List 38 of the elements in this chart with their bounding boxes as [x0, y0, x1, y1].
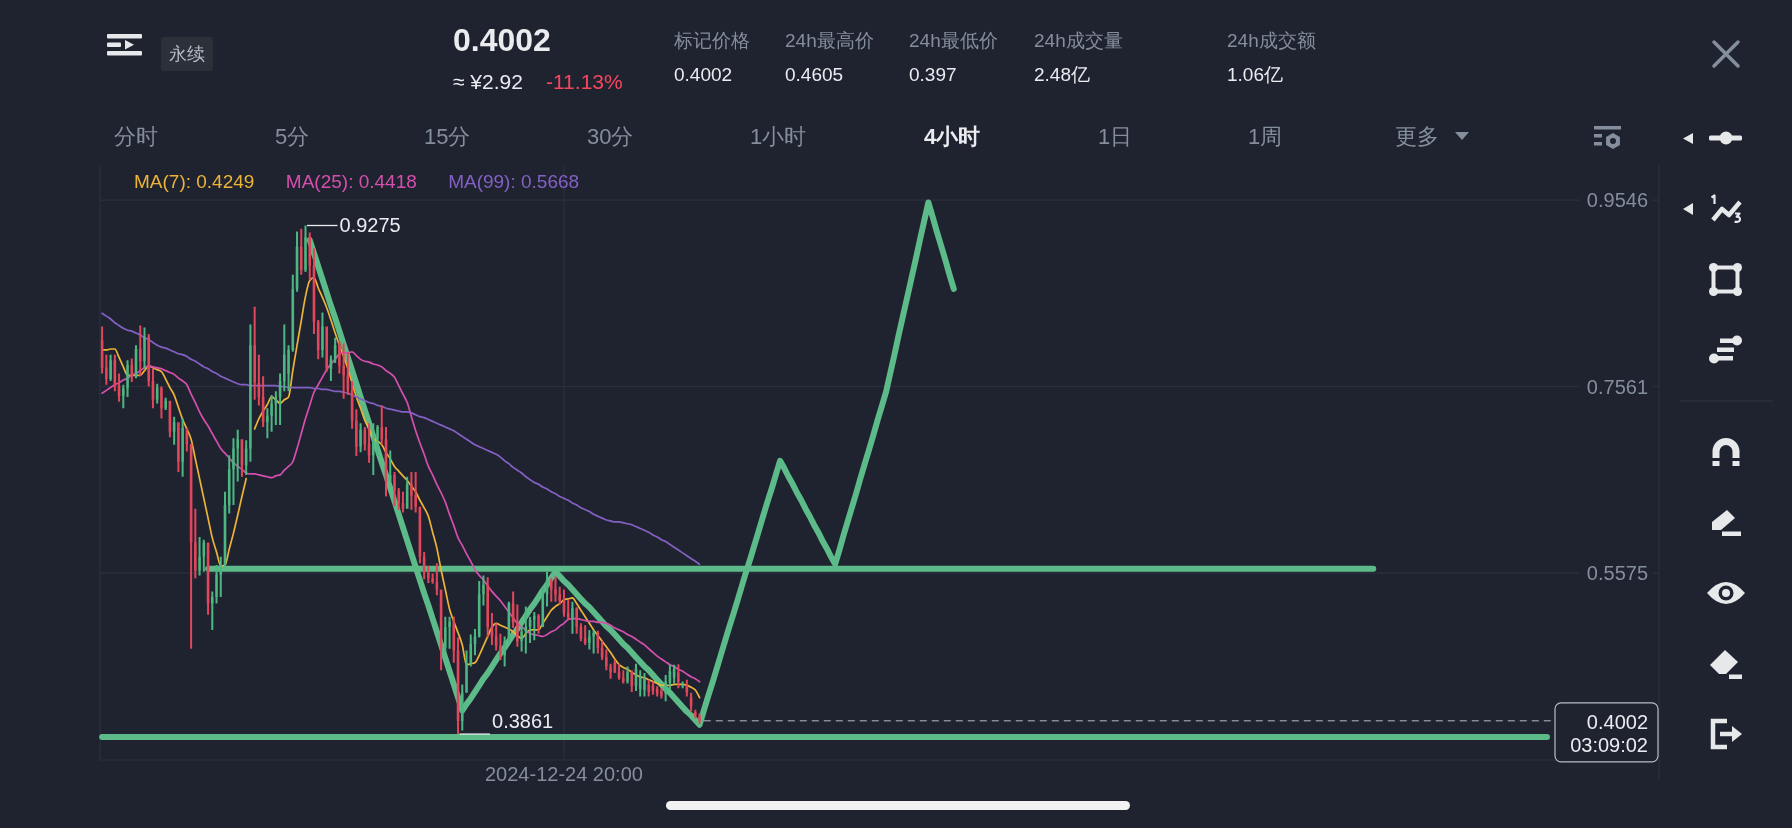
text: 0.4002: [453, 22, 551, 58]
text: ≈ ¥2.92: [453, 69, 523, 93]
annotation: 0.9275: [339, 214, 401, 237]
text: 24h成交量: [1034, 29, 1123, 51]
text: MA(25): 0.4418: [285, 170, 417, 192]
text: 30分: [587, 123, 634, 149]
text: 更多: [1395, 123, 1439, 149]
text: 分时: [114, 123, 158, 149]
text: 1小时: [750, 123, 807, 149]
text: 15分: [424, 123, 471, 149]
text: 0.4002: [674, 63, 733, 85]
text: 标记价格: [673, 29, 750, 51]
text: 24h最低价: [909, 29, 998, 51]
text: 1日: [1098, 123, 1133, 149]
text: 0.4605: [785, 63, 844, 85]
text: MA(99): 0.5668: [448, 170, 580, 192]
candlestick: [532, 612, 536, 641]
text: 永续: [169, 44, 205, 64]
text: 24h成交额: [1227, 29, 1316, 51]
text: 2.48亿: [1034, 63, 1090, 85]
text: 0.397: [909, 63, 957, 85]
x-tick-label: 2024-12-24 20:00: [485, 763, 643, 785]
text: 4小时: [924, 123, 981, 149]
y-tick-label: 0.9546: [1586, 189, 1648, 212]
text: -11.13%: [546, 69, 623, 93]
line-series: [101, 350, 701, 683]
annotation: 0.3861: [492, 710, 554, 733]
ref-line-label: 0.4002: [1586, 710, 1648, 733]
text: MA(7): 0.4249: [134, 170, 255, 192]
annotation: 03:09:02: [1570, 733, 1648, 756]
line-series: [101, 312, 701, 566]
y-tick-label: 0.7561: [1586, 375, 1648, 398]
candlestick: [210, 591, 214, 630]
text: 1周: [1248, 123, 1283, 149]
text: 5分: [275, 123, 310, 149]
text: 1.06亿: [1227, 63, 1283, 85]
text: 24h最高价: [785, 29, 874, 51]
y-tick-label: 0.5575: [1586, 562, 1648, 585]
